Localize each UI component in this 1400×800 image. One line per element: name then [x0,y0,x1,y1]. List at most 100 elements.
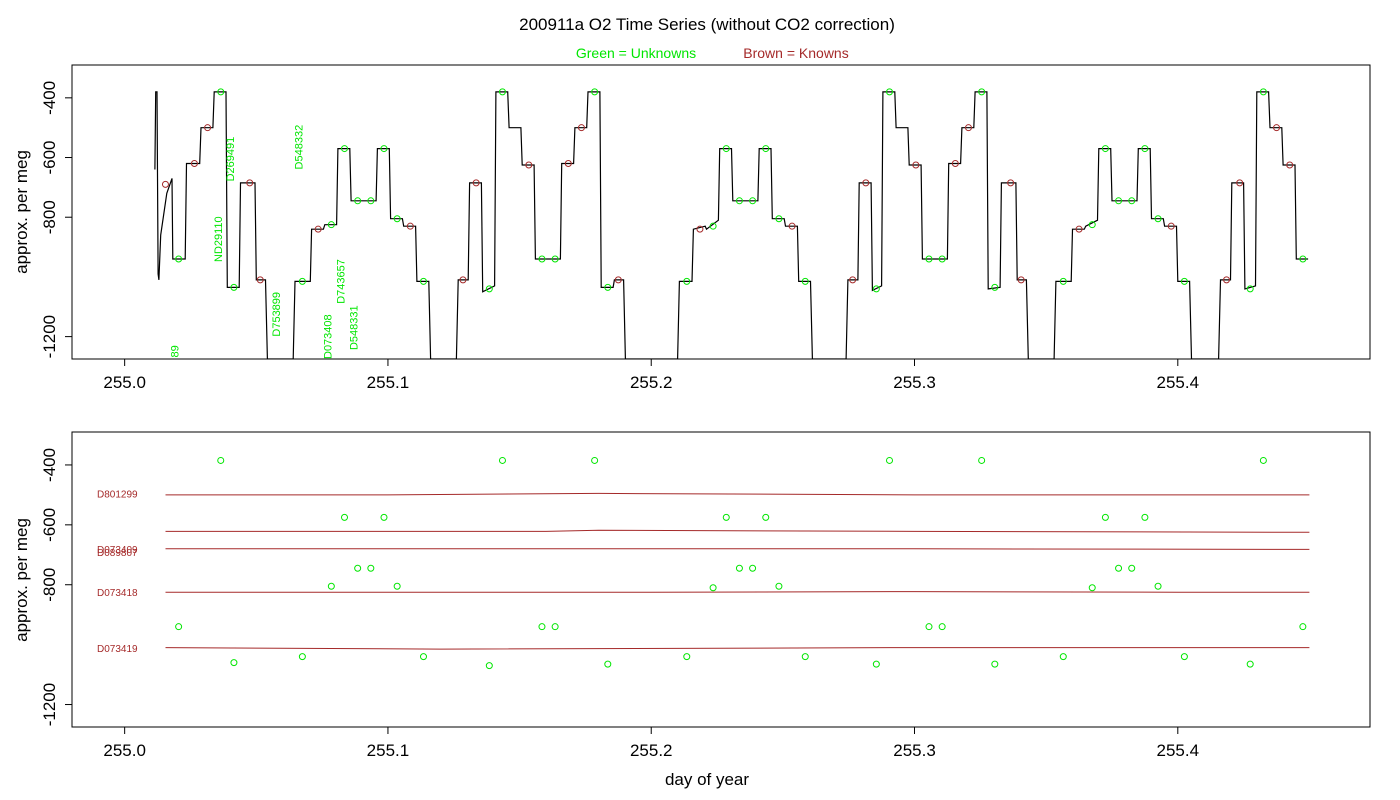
top-unknown-marker [393,215,401,223]
bottom-unknown-point [367,564,375,572]
bottom-standard-line [165,548,1310,550]
bottom-y-tick-label: -800 [40,568,59,602]
top-unknown-marker [938,255,946,263]
top-known-marker [459,276,467,284]
top-known-marker [1273,124,1281,132]
bottom-unknown-point [749,564,757,572]
bottom-unknown-point [591,456,599,464]
top-clip-layer: 89 D269491 ND29110 D548332 D753899 D743657D07… [154,88,1309,359]
bottom-standard-label: D073419 [97,644,138,655]
top-unknown-marker [1128,197,1136,205]
top-unknown-marker [485,285,493,293]
top-time-series-line [154,91,1309,359]
top-unknown-marker [354,197,362,205]
bottom-x-tick-label: 255.0 [103,741,146,760]
bottom-y-tick-label: -1200 [40,683,59,726]
top-known-marker [614,276,622,284]
bottom-unknown-point [1088,584,1096,592]
top-unknown-marker [1246,285,1254,293]
bottom-unknown-point [354,564,362,572]
top-unknown-marker [1180,277,1188,285]
top-known-marker [849,276,857,284]
bottom-unknown-point [775,582,783,590]
bottom-unknown-point [1059,653,1067,661]
top-y-tick-label: -400 [40,81,59,115]
top-known-marker [564,159,572,167]
bottom-unknown-point [1259,456,1267,464]
top-unknown-marker [1088,221,1096,229]
top-x-tick-label: 255.0 [103,373,146,392]
bottom-x-tick-label: 255.4 [1157,741,1200,760]
top-known-marker [204,124,212,132]
bottom-x-tick-label: 255.2 [630,741,673,760]
bottom-unknown-point [1141,513,1149,521]
bottom-unknown-point [327,582,335,590]
bottom-standard-line [165,492,1310,496]
bottom-unknown-point [938,623,946,631]
bottom-standard-line [165,647,1310,650]
top-known-marker [951,159,959,167]
top-known-marker [1286,161,1294,169]
bottom-unknown-point [886,456,894,464]
top-unknown-marker [230,283,238,291]
top-unknown-marker [1115,197,1123,205]
top-known-marker [525,161,533,169]
bottom-unknown-point [978,456,986,464]
top-unknown-marker [735,197,743,205]
top-unknown-marker [722,145,730,153]
top-known-marker [256,276,264,284]
bottom-unknown-point [230,659,238,667]
top-known-marker [912,161,920,169]
bottom-unknown-point [925,623,933,631]
top-unknown-marker [217,88,225,96]
top-unknown-marker [762,145,770,153]
bottom-unknown-point [1128,564,1136,572]
top-annotation: D548332 [293,125,305,170]
top-known-marker [472,179,480,187]
top-unknown-marker [1299,255,1307,263]
bottom-y-tick-label: -400 [40,448,59,482]
bottom-unknown-point [298,653,306,661]
bottom-unknown-point [393,582,401,590]
top-unknown-marker [175,255,183,263]
bottom-unknown-point [419,653,427,661]
top-unknown-marker [538,255,546,263]
top-known-marker [1007,179,1015,187]
top-unknown-marker [327,221,335,229]
top-y-tick-label: -600 [40,141,59,175]
top-known-marker [1075,225,1083,233]
bottom-unknown-point [872,660,880,668]
top-known-marker [246,179,254,187]
top-x-tick-label: 255.1 [367,373,410,392]
top-annotation: ND29110 [213,216,225,262]
top-unknown-marker [1101,145,1109,153]
top-unknown-marker [298,277,306,285]
top-known-marker [1167,222,1175,230]
top-unknown-marker [604,283,612,291]
bottom-unknown-point [1246,660,1254,668]
top-known-marker [1223,276,1231,284]
top-known-marker [1236,179,1244,187]
top-unknown-marker [978,88,986,96]
bottom-standard-line [165,529,1310,533]
top-unknown-marker [683,277,691,285]
bottom-unknown-point [1154,582,1162,590]
bottom-x-tick-label: 255.1 [367,741,410,760]
top-unknown-marker [498,88,506,96]
bottom-unknown-point [991,660,999,668]
top-known-marker [314,225,322,233]
top-unknown-marker [341,145,349,153]
bottom-unknown-point [485,662,493,670]
top-known-marker [964,124,972,132]
bottom-unknown-point [341,513,349,521]
top-unknown-marker [380,145,388,153]
bottom-standard-label: D801299 [97,489,138,500]
bottom-unknown-point [380,513,388,521]
top-y-tick-label: -1200 [40,315,59,358]
top-annotation: 89 [170,345,182,357]
bottom-unknown-point [175,623,183,631]
top-unknown-marker [1141,145,1149,153]
bottom-unknown-point [683,653,691,661]
bottom-unknown-point [538,623,546,631]
